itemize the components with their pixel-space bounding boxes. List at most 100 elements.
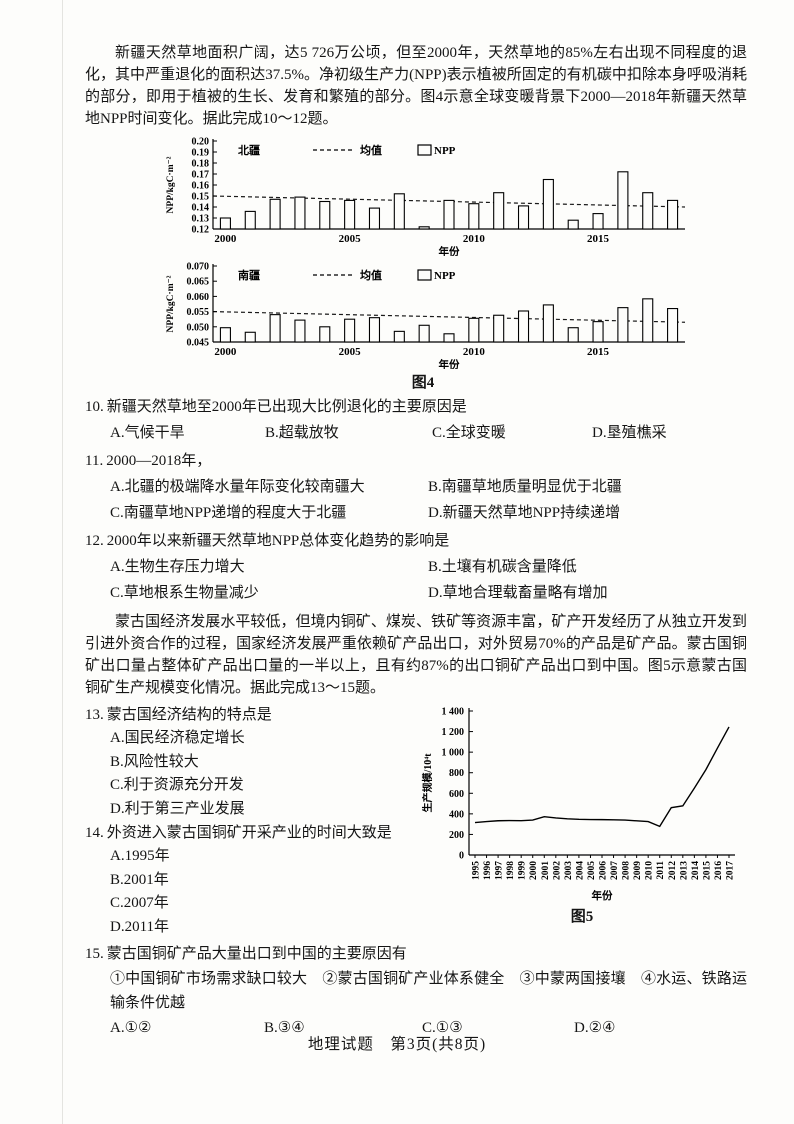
question-15-stem: 15. 蒙古国铜矿产品大量出口到中国的主要原因有	[85, 942, 747, 967]
question-stem-text: 蒙古国铜矿产品大量出口到中国的主要原因有	[106, 946, 407, 962]
svg-text:2004: 2004	[575, 861, 585, 880]
page-footer: 地理试题 第3页(共8页)	[307, 1036, 487, 1053]
svg-text:2005: 2005	[339, 346, 362, 358]
option-b: B.南疆草地质量明显优于北疆	[428, 479, 622, 495]
question-11: 11. 2000—2018年， A.北疆的极端降水量年际变化较南疆大 B.南疆草地…	[85, 449, 747, 526]
svg-text:2009: 2009	[633, 861, 643, 880]
svg-text:2013: 2013	[679, 861, 689, 880]
svg-text:0.17: 0.17	[192, 170, 210, 181]
question-stem-text: 蒙古国经济结构的特点是	[106, 707, 272, 723]
option-c: C.南疆草地NPP递增的程度大于北疆	[110, 505, 347, 521]
svg-text:2000: 2000	[529, 861, 539, 880]
svg-text:2005: 2005	[339, 233, 362, 245]
question-10-options: A.气候干旱 B.超载放牧 C.全球变暖 D.垦殖樵采	[85, 420, 747, 446]
option-c: C.利于资源充分开发	[110, 777, 244, 793]
svg-text:2016: 2016	[714, 861, 724, 880]
intro-paragraph-mongolia: 蒙古国经济发展水平较低，但境内铜矿、煤炭、铁矿等资源丰富，矿产开发经历了从独立开…	[85, 614, 747, 696]
svg-text:0.060: 0.060	[187, 292, 210, 303]
svg-text:0.070: 0.070	[187, 262, 210, 273]
figure-5: 0 200 400 600 800 1 000 1 200 1 400 1995 1996 1997…	[417, 703, 747, 926]
svg-text:0.18: 0.18	[192, 159, 210, 170]
svg-text:400: 400	[449, 809, 464, 820]
svg-text:0.12: 0.12	[192, 225, 210, 236]
intro-paragraph-npp: 新疆天然草地面积广阔，达5 726万公顷，但至2000年，天然草地的85%左右出…	[85, 45, 747, 127]
svg-text:800: 800	[449, 768, 464, 779]
svg-text:1 400: 1 400	[442, 707, 465, 718]
svg-text:2000: 2000	[214, 346, 237, 358]
svg-text:1997: 1997	[495, 861, 505, 880]
svg-text:2005: 2005	[587, 861, 597, 880]
fig4-north-xinjiang-bar-chart: 0.120.130.140.150.160.170.180.190.20 2000…	[166, 137, 686, 258]
option-c: C.①③	[422, 1020, 463, 1036]
fig4-south-xinjiang-bar-chart: 0.045 0.050 0.055 0.060 0.065 0.070 2000 2005 20…	[166, 262, 686, 371]
svg-text:0.050: 0.050	[187, 322, 210, 333]
svg-text:2017: 2017	[726, 861, 736, 880]
question-15: 15. 蒙古国铜矿产品大量出口到中国的主要原因有 ①中国铜矿市场需求缺口较大 ②蒙…	[85, 942, 747, 1041]
svg-text:NPP/kgC·m⁻²: NPP/kgC·m⁻²	[166, 275, 176, 332]
question-11-options: A.北疆的极端降水量年际变化较南疆大 B.南疆草地质量明显优于北疆 C.南疆草地…	[85, 474, 747, 526]
question-stem-text: 外资进入蒙古国铜矿开采产业的时间大致是	[106, 825, 392, 841]
page-content: 新疆天然草地面积广阔，达5 726万公顷，但至2000年，天然草地的85%左右出…	[85, 42, 747, 1041]
option-b: B.2001年	[110, 871, 169, 888]
svg-text:2010: 2010	[463, 233, 486, 245]
question-12-options: A.生物生存压力增大 B.土壤有机碳含量降低 C.草地根系生物量减少 D.草地合…	[85, 554, 747, 606]
option-b: B.超载放牧	[265, 425, 339, 441]
svg-text:年份: 年份	[439, 358, 460, 369]
svg-text:年份: 年份	[592, 889, 613, 902]
option-c: C.2007年	[110, 895, 169, 911]
svg-text:1995: 1995	[472, 861, 482, 880]
question-number: 11.	[85, 453, 104, 469]
question-11-stem: 11. 2000—2018年，	[85, 449, 747, 474]
option-a: A.①②	[110, 1020, 152, 1036]
option-d: D.新疆天然草地NPP持续递增	[428, 505, 621, 521]
scan-edge-line	[62, 0, 63, 1124]
option-d: D.利于第三产业发展	[110, 800, 245, 817]
option-d: D.2011年	[110, 918, 170, 935]
question-stem-text: 新疆天然草地至2000年已出现大比例退化的主要原因是	[106, 399, 467, 415]
question-15-options: A.①② B.③④ C.①③ D.②④	[85, 1015, 747, 1041]
option-a: A.生物生存压力增大	[110, 559, 245, 575]
svg-text:2008: 2008	[622, 861, 632, 880]
question-stem-text: 2000年以来新疆天然草地NPP总体变化趋势的影响是	[106, 533, 450, 549]
option-b: B.③④	[264, 1020, 305, 1036]
svg-text:0.20: 0.20	[192, 137, 210, 148]
questions-13-14-with-figure-5: 13. 蒙古国经济结构的特点是 A.国民经济稳定增长 B.风险性较大 C.利于资源…	[85, 703, 747, 939]
option-d: D.草地合理载畜量略有增加	[428, 585, 608, 601]
svg-text:200: 200	[449, 830, 464, 841]
option-a: A.气候干旱	[110, 425, 185, 441]
questions-13-14-column: 13. 蒙古国经济结构的特点是 A.国民经济稳定增长 B.风险性较大 C.利于资源…	[85, 703, 417, 939]
svg-text:年份: 年份	[439, 245, 460, 256]
svg-text:1999: 1999	[518, 861, 528, 880]
svg-text:0.19: 0.19	[192, 148, 210, 159]
svg-text:NPP: NPP	[434, 145, 456, 157]
option-b: B.风险性较大	[110, 753, 199, 770]
svg-text:0.065: 0.065	[187, 277, 210, 288]
question-13-stem: 13. 蒙古国经济结构的特点是	[85, 703, 417, 727]
question-number: 13.	[85, 707, 104, 723]
svg-text:2010: 2010	[645, 861, 655, 880]
svg-text:南疆: 南疆	[238, 268, 260, 282]
svg-text:2015: 2015	[587, 346, 610, 358]
svg-text:2010: 2010	[463, 346, 486, 358]
svg-text:2007: 2007	[610, 861, 620, 880]
question-12: 12. 2000年以来新疆天然草地NPP总体变化趋势的影响是 A.生物生存压力增大…	[85, 529, 747, 606]
question-12-stem: 12. 2000年以来新疆天然草地NPP总体变化趋势的影响是	[85, 529, 747, 554]
svg-text:2000: 2000	[214, 233, 237, 245]
option-a: A.北疆的极端降水量年际变化较南疆大	[110, 479, 365, 495]
svg-text:1 200: 1 200	[442, 727, 465, 738]
question-number: 14.	[85, 825, 104, 841]
svg-text:2015: 2015	[587, 233, 610, 245]
svg-text:600: 600	[449, 789, 464, 800]
svg-text:北疆: 北疆	[238, 143, 260, 157]
svg-text:2015: 2015	[702, 861, 712, 880]
question-stem-text: 2000—2018年，	[106, 453, 212, 469]
option-c: C.全球变暖	[432, 425, 506, 441]
figure-4: 0.12 0.13 0.14 0.15 0.16 0.17 0.18 0.19 0.20 2000…	[163, 136, 697, 392]
svg-text:0: 0	[459, 851, 464, 862]
svg-text:NPP: NPP	[434, 270, 456, 282]
figure-4-caption: 图4	[411, 375, 435, 391]
svg-text:2002: 2002	[552, 861, 562, 880]
svg-text:1998: 1998	[506, 861, 516, 880]
question-number: 12.	[85, 533, 104, 549]
